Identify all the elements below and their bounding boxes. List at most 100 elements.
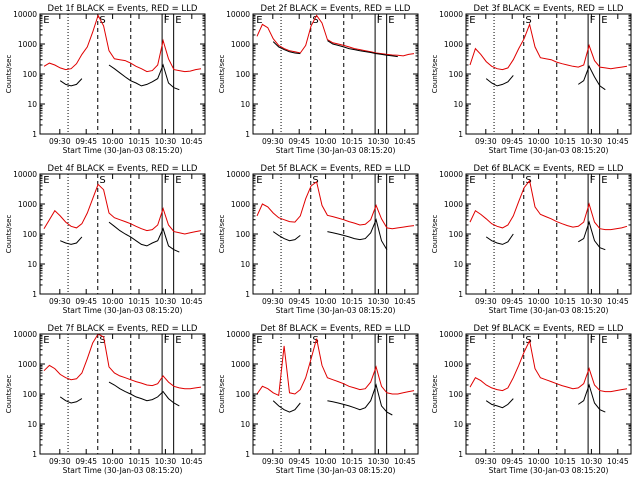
events-series-line: [272, 40, 398, 58]
y-tick-label: 1: [32, 130, 37, 139]
region-label: S: [99, 15, 105, 26]
y-tick-label: 1000: [444, 200, 463, 209]
y-tick-label: 10: [27, 260, 37, 269]
plot-frame: [252, 13, 419, 135]
region-label: E: [388, 15, 394, 26]
region-label: F: [590, 335, 596, 346]
y-tick-label: 100: [449, 230, 464, 239]
plot-frame: [39, 13, 206, 135]
y-tick-label: 1000: [231, 200, 250, 209]
x-tick-label: 09:30: [262, 457, 284, 466]
x-tick-label: 09:45: [501, 297, 523, 306]
x-tick-label: 10:00: [315, 457, 337, 466]
y-tick-label: 10: [27, 420, 37, 429]
lld-series-line: [469, 22, 628, 71]
chart-title: Det 1f BLACK = Events, RED = LLD: [48, 4, 198, 14]
region-label: E: [256, 175, 262, 186]
x-axis-label: Start Time (30-Jan-03 08:15:20): [63, 146, 183, 155]
y-tick-label: 1000: [444, 360, 463, 369]
x-tick-label: 10:30: [581, 457, 603, 466]
region-label: E: [43, 175, 49, 186]
y-tick-label: 10: [453, 420, 463, 429]
x-tick-label: 09:45: [501, 137, 523, 146]
x-tick-label: 10:00: [315, 137, 337, 146]
x-tick-label: 10:15: [128, 457, 150, 466]
y-tick-label: 10: [453, 100, 463, 109]
y-tick-label: 1000: [18, 360, 37, 369]
x-axis-label: Start Time (30-Jan-03 08:15:20): [276, 306, 396, 315]
x-tick-label: 10:15: [341, 137, 363, 146]
events-series-line: [485, 220, 606, 251]
y-axis-label: Counts/sec: [431, 215, 439, 254]
chart-title: Det 8f BLACK = Events, RED = LLD: [261, 324, 411, 334]
x-tick-label: 10:00: [102, 297, 124, 306]
x-tick-label: 09:30: [262, 297, 284, 306]
region-label: E: [43, 15, 49, 26]
events-series-line: [60, 221, 180, 253]
region-label: S: [99, 175, 105, 186]
x-tick-label: 10:15: [341, 457, 363, 466]
y-tick-label: 1: [32, 450, 37, 459]
x-tick-label: 10:00: [315, 297, 337, 306]
x-tick-label: 10:45: [607, 297, 629, 306]
y-tick-label: 10000: [439, 330, 463, 339]
x-tick-label: 09:30: [475, 457, 497, 466]
x-axis-label: Start Time (30-Jan-03 08:15:20): [63, 306, 183, 315]
x-tick-label: 09:45: [75, 457, 97, 466]
y-tick-label: 1: [245, 450, 250, 459]
x-axis-label: Start Time (30-Jan-03 08:15:20): [489, 306, 609, 315]
region-label: E: [175, 175, 181, 186]
x-axis-label: Start Time (30-Jan-03 08:15:20): [63, 466, 183, 475]
events-series-line: [272, 383, 393, 416]
x-axis-label: Start Time (30-Jan-03 08:15:20): [489, 146, 609, 155]
events-series-line: [272, 218, 388, 250]
y-tick-label: 100: [449, 390, 464, 399]
x-tick-label: 10:15: [554, 297, 576, 306]
y-tick-label: 10000: [13, 170, 37, 179]
y-tick-label: 1000: [231, 40, 250, 49]
region-label: S: [312, 15, 318, 26]
region-label: E: [175, 15, 181, 26]
y-axis-label: Counts/sec: [218, 55, 226, 94]
y-tick-label: 1: [458, 130, 463, 139]
y-tick-label: 10000: [226, 330, 250, 339]
region-label: E: [256, 15, 262, 26]
region-label: E: [43, 335, 49, 346]
chart-title: Det 5f BLACK = Events, RED = LLD: [261, 164, 411, 174]
x-tick-label: 10:30: [581, 297, 603, 306]
x-tick-label: 10:00: [528, 297, 550, 306]
x-tick-label: 10:30: [368, 297, 390, 306]
y-tick-label: 10000: [439, 170, 463, 179]
y-tick-label: 10: [27, 100, 37, 109]
region-label: S: [312, 175, 318, 186]
x-tick-label: 10:30: [155, 137, 177, 146]
y-axis-label: Counts/sec: [218, 215, 226, 254]
x-tick-label: 09:30: [49, 457, 71, 466]
y-tick-label: 1: [245, 130, 250, 139]
x-tick-label: 09:45: [288, 457, 310, 466]
x-tick-label: 09:30: [49, 297, 71, 306]
y-tick-label: 1000: [18, 40, 37, 49]
region-label: F: [590, 15, 596, 26]
x-tick-label: 10:45: [181, 297, 203, 306]
y-tick-label: 10000: [226, 10, 250, 19]
region-label: F: [164, 335, 170, 346]
y-tick-label: 10: [240, 100, 250, 109]
x-axis-label: Start Time (30-Jan-03 08:15:20): [276, 146, 396, 155]
y-tick-label: 1: [32, 290, 37, 299]
x-tick-label: 10:15: [128, 137, 150, 146]
events-series-line: [485, 65, 606, 91]
y-tick-label: 1: [458, 450, 463, 459]
y-tick-label: 10000: [226, 170, 250, 179]
region-label: E: [469, 335, 475, 346]
y-axis-label: Counts/sec: [218, 375, 226, 414]
y-tick-label: 10: [240, 260, 250, 269]
region-label: F: [164, 175, 170, 186]
x-tick-label: 10:15: [128, 297, 150, 306]
region-label: E: [388, 335, 394, 346]
y-tick-label: 100: [23, 230, 38, 239]
x-tick-label: 09:30: [262, 137, 284, 146]
